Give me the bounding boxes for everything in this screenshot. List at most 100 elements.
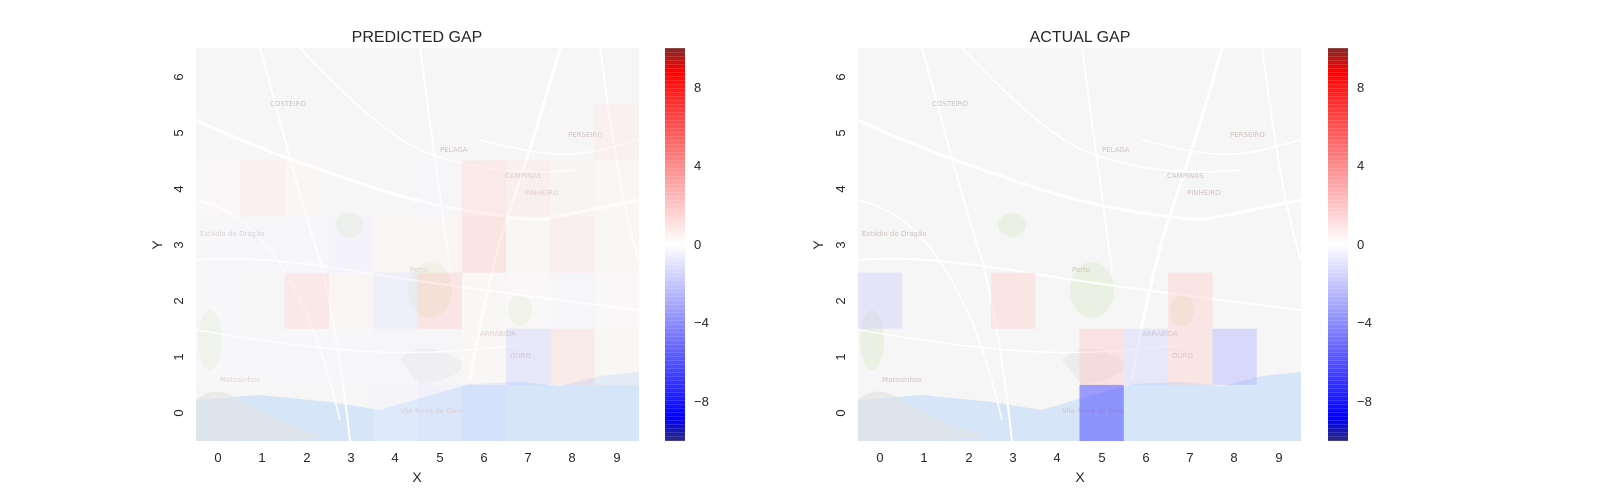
y-axis: 0 1 2 3 4 5 6 Y (810, 73, 848, 416)
heatmap-cell (1123, 104, 1169, 161)
heatmap-cell (1212, 160, 1257, 217)
y-tick-label: 4 (171, 185, 186, 192)
heatmap-cell (1035, 48, 1080, 105)
map-label: PINHEIRO (1187, 189, 1221, 197)
heatmap-cell (240, 272, 285, 329)
map-label: OURO (510, 352, 531, 360)
map-label: Matosinhos (220, 376, 260, 384)
heatmap-cell (1123, 160, 1169, 217)
heatmap-cell (506, 272, 551, 329)
map-park (198, 310, 222, 370)
heatmap-cell (417, 104, 462, 161)
colorbar-tick-label: 4 (694, 158, 701, 173)
x-tick-label: 8 (568, 450, 575, 465)
x-tick-label: 0 (876, 450, 883, 465)
heatmap-cell (550, 48, 595, 105)
heatmap-cell (858, 104, 903, 161)
heatmap-cell (990, 272, 1036, 329)
heatmap-cell (858, 272, 903, 329)
heatmap-cell (240, 216, 285, 273)
heatmap-cell (1035, 160, 1080, 217)
heatmap-cell (1256, 328, 1301, 385)
colorbar-tick-label: 0 (1357, 237, 1364, 252)
heatmap-cell (284, 216, 329, 273)
heatmap-cell (240, 328, 285, 385)
heatmap-cell (417, 216, 462, 273)
x-tick-label: 2 (303, 450, 310, 465)
heatmap-cell (373, 160, 418, 217)
heatmap-cell (240, 104, 285, 161)
heatmap-cell (858, 160, 903, 217)
heatmap-cell (506, 384, 551, 441)
heatmap-cell (902, 328, 947, 385)
heatmap-cell (461, 104, 507, 161)
heatmap-cell (550, 328, 595, 385)
x-tick-label: 1 (258, 450, 265, 465)
heatmap-cell (1256, 216, 1301, 273)
heatmap-cell (902, 104, 947, 161)
heatmap-cell (196, 272, 241, 329)
heatmap-cell (196, 384, 241, 441)
heatmap-cell (328, 328, 374, 385)
map-park (336, 213, 364, 237)
heatmap-cell (461, 272, 507, 329)
map-label: Estádio do Dragão (862, 230, 927, 238)
heatmap-cell (550, 384, 595, 441)
heatmap-cell (240, 48, 285, 105)
heatmap-cell (417, 272, 462, 329)
heatmap-cell (1079, 328, 1124, 385)
heatmap-cell (1168, 104, 1213, 161)
map-label: PERSEIRO (1230, 131, 1265, 139)
map-park (408, 262, 452, 318)
heatmap-cell (1123, 48, 1169, 105)
colorbar-tick-label: 4 (1357, 158, 1364, 173)
map-label: Matosinhos (882, 376, 922, 384)
y-axis: 0 1 2 3 4 5 6 Y (149, 73, 186, 416)
heatmap-cell (990, 160, 1036, 217)
y-axis-label: Y (810, 240, 826, 250)
heatmap-cell (946, 216, 991, 273)
chart-title: PREDICTED GAP (352, 29, 483, 46)
heatmap-cell (284, 384, 329, 441)
heatmap-cell (1079, 48, 1124, 105)
map-label: PINHEIRO (525, 189, 559, 197)
colorbar: 8 4 0 −4 −8 (1328, 48, 1372, 441)
predicted-gap-panel: PREDICTED GAP COSTE (149, 29, 709, 485)
y-tick-label: 6 (171, 73, 186, 80)
map-fade (858, 48, 1301, 441)
heatmap-cell (858, 216, 903, 273)
y-tick-label: 2 (833, 297, 848, 304)
x-tick-label: 3 (1009, 450, 1016, 465)
heatmap-cell (328, 272, 374, 329)
x-tick-label: 9 (1275, 450, 1282, 465)
heatmap-cell (284, 104, 329, 161)
colorbar-texture (665, 48, 685, 441)
heatmap-cell (990, 216, 1036, 273)
y-tick-label: 4 (833, 185, 848, 192)
heatmap-cell (417, 328, 462, 385)
y-tick-label: 1 (833, 353, 848, 360)
y-tick-label: 3 (833, 241, 848, 248)
heatmap-cell (858, 328, 903, 385)
heatmap-cell (1212, 48, 1257, 105)
heatmap-cell (461, 48, 507, 105)
x-tick-label: 0 (214, 450, 221, 465)
y-tick-label: 5 (833, 129, 848, 136)
map-park (1170, 294, 1194, 326)
heatmap-cell (1168, 48, 1213, 105)
heatmap-cell (1212, 216, 1257, 273)
x-axis-label: X (1075, 469, 1085, 485)
map-fade (196, 48, 639, 441)
heatmap-cell (902, 272, 947, 329)
heatmap-cell (990, 384, 1036, 441)
heatmap-cell (196, 48, 241, 105)
heatmap-cell (902, 216, 947, 273)
heatmap-cell (594, 160, 639, 217)
heatmap-cell (594, 328, 639, 385)
heatmap-cell (417, 48, 462, 105)
map-park (998, 213, 1026, 237)
heatmap-cell (1168, 328, 1213, 385)
heatmap-cells (196, 48, 639, 441)
colorbar-texture (1328, 48, 1348, 441)
